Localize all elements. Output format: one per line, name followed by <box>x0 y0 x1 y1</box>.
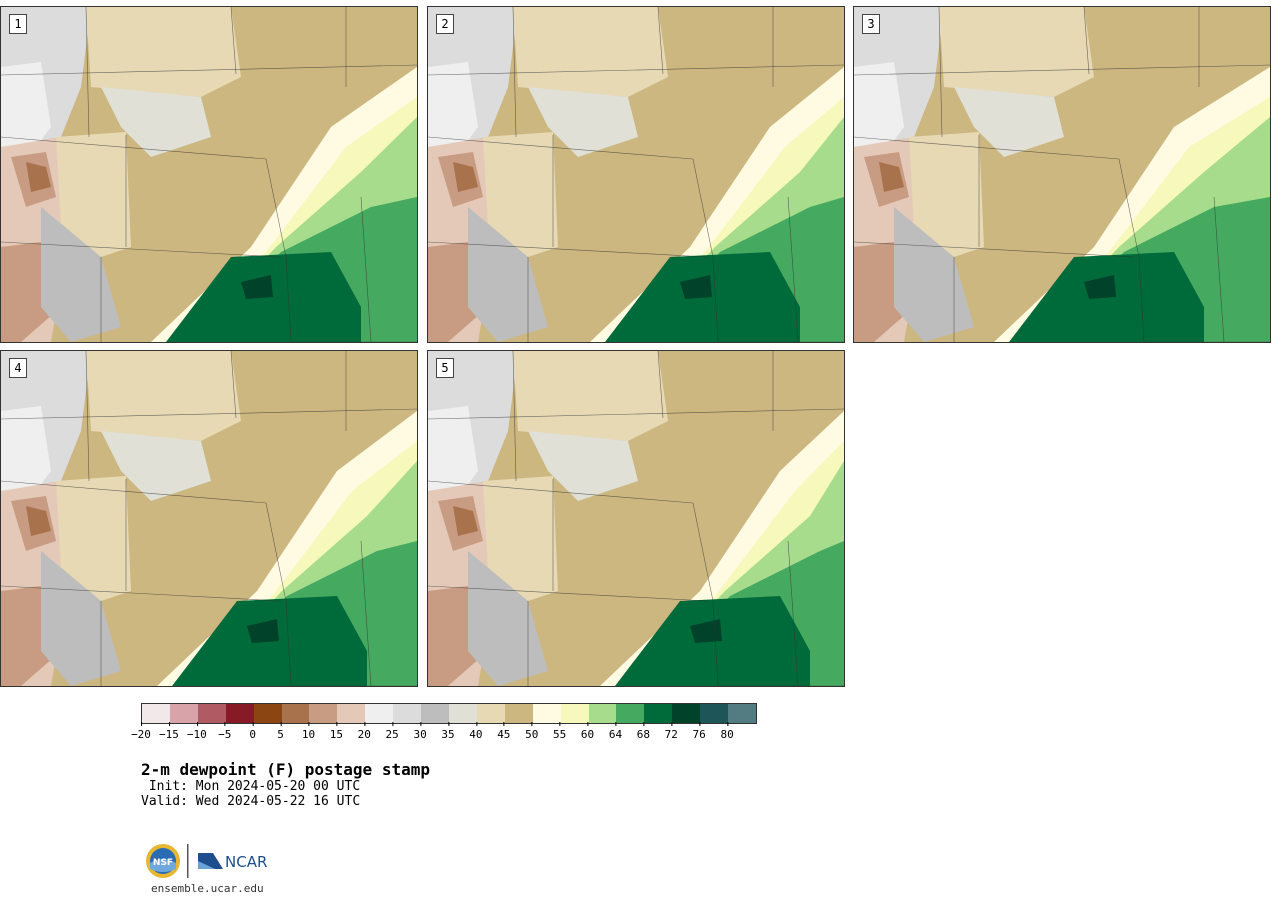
colorbar-tick-label: 50 <box>525 722 538 741</box>
valid-time: Valid: Wed 2024-05-22 16 UTC <box>141 794 361 809</box>
member-panel-5: 5 <box>427 350 845 687</box>
member-panel-3: 3 <box>853 6 1271 343</box>
colorbar-swatch <box>448 704 477 723</box>
nsf-logo-icon: NSF <box>146 844 180 878</box>
colorbar-swatch <box>728 704 756 723</box>
colorbar-swatch <box>476 704 505 723</box>
ncar-logo-icon: NCAR <box>198 853 267 871</box>
colorbar-swatch <box>532 704 561 723</box>
member-label: 1 <box>9 14 27 34</box>
nsf-logo-text: NSF <box>153 858 173 868</box>
colorbar-swatch <box>588 704 617 723</box>
dewpoint-map <box>1 351 417 686</box>
colorbar-tick-label: 60 <box>581 722 594 741</box>
colorbar-swatch <box>421 704 449 723</box>
colorbar-tick-label: 15 <box>330 722 343 741</box>
colorbar-ticks: −20 −15 −10 −5 0 5 10 15 20 25 30 35 40 45 50 55 60 64 68 7… <box>131 722 757 742</box>
colorbar-swatch <box>644 704 673 723</box>
member-label: 3 <box>862 14 880 34</box>
dewpoint-map <box>1 7 417 342</box>
member-panel-2: 2 <box>427 6 845 343</box>
colorbar-tick-label: 72 <box>665 722 678 741</box>
colorbar-swatch <box>616 704 645 723</box>
logos: NSF NCAR <box>146 844 267 878</box>
colorbar-tick-label: 20 <box>358 722 371 741</box>
member-label: 5 <box>436 358 454 378</box>
colorbar-tick-label: −15 <box>159 722 179 741</box>
colorbar-swatch <box>560 704 589 723</box>
colorbar-tick-label: 10 <box>302 722 315 741</box>
member-label: 2 <box>436 14 454 34</box>
colorbar-swatch <box>253 704 282 723</box>
colorbar-tick-label: −20 <box>131 722 151 741</box>
colorbar-swatch <box>281 704 310 723</box>
dewpoint-map <box>854 7 1270 342</box>
colorbar-swatch <box>700 704 729 723</box>
dewpoint-map <box>428 351 844 686</box>
colorbar-tick-label: 25 <box>386 722 399 741</box>
colorbar-tick-label: −10 <box>187 722 207 741</box>
member-label: 4 <box>9 358 27 378</box>
plot-title: 2-m dewpoint (F) postage stamp <box>141 760 430 779</box>
dewpoint-map <box>428 7 844 342</box>
colorbar-swatch <box>169 704 198 723</box>
colorbar-tick-label: 0 <box>249 722 256 741</box>
colorbar-swatch <box>197 704 226 723</box>
colorbar-tick-label: 5 <box>277 722 284 741</box>
colorbar-swatch <box>142 704 170 723</box>
colorbar-tick-label: 45 <box>497 722 510 741</box>
colorbar-swatch <box>337 704 366 723</box>
colorbar-tick-label: −5 <box>218 722 231 741</box>
colorbar-swatch <box>365 704 394 723</box>
colorbar-swatch <box>225 704 254 723</box>
colorbar-swatch <box>672 704 701 723</box>
colorbar-tick-label: 55 <box>553 722 566 741</box>
member-panel-1: 1 <box>0 6 418 343</box>
ncar-logo-text: NCAR <box>225 853 267 871</box>
site-url: ensemble.ucar.edu <box>151 882 264 895</box>
init-time: Init: Mon 2024-05-20 00 UTC <box>141 779 361 794</box>
colorbar-tick-label: 80 <box>720 722 734 741</box>
colorbar <box>141 703 757 724</box>
colorbar-swatch <box>504 704 533 723</box>
colorbar-tick-label: 64 <box>609 722 622 741</box>
colorbar-tick-label: 35 <box>441 722 455 741</box>
colorbar-tick-label: 76 <box>693 722 706 741</box>
colorbar-tick-label: 30 <box>413 722 427 741</box>
member-panel-4: 4 <box>0 350 418 687</box>
colorbar-tick-label: 40 <box>469 722 483 741</box>
colorbar-tick-label: 68 <box>637 722 650 741</box>
colorbar-swatch <box>309 704 338 723</box>
colorbar-swatch <box>393 704 422 723</box>
